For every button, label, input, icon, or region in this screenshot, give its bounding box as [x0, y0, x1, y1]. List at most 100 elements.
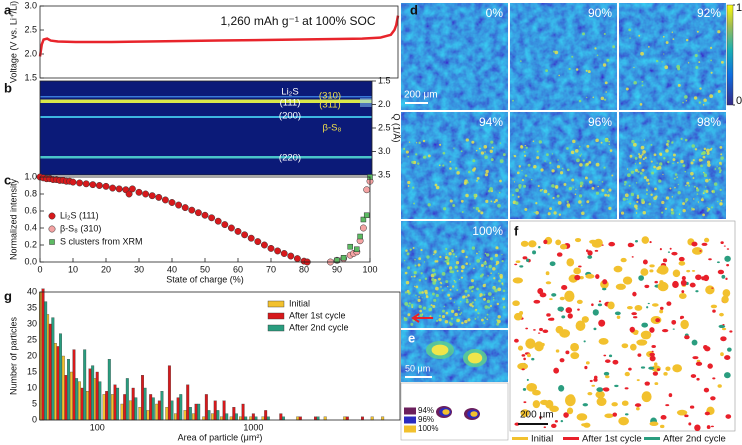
sulfur-cluster [645, 193, 648, 195]
particle [561, 315, 566, 319]
sulfur-cluster [417, 162, 420, 165]
sulfur-cluster [630, 192, 635, 197]
particle [559, 358, 565, 363]
sulfur-cluster [486, 313, 489, 316]
frame-label: 94% [479, 115, 503, 129]
legend-label: After 1st cycle [582, 434, 642, 445]
legend-marker [49, 239, 55, 245]
sulfur-cluster [439, 255, 442, 259]
sulfur-cluster [710, 46, 713, 49]
sulfur-cluster [709, 94, 714, 99]
data-point [201, 211, 209, 219]
particle [564, 290, 575, 302]
particle [671, 251, 678, 256]
sulfur-cluster [692, 177, 695, 180]
sulfur-cluster [403, 147, 406, 151]
sulfur-cluster [441, 271, 446, 276]
particle [615, 283, 626, 290]
data-point [148, 192, 156, 200]
particle [520, 240, 529, 247]
sulfur-cluster [442, 151, 446, 155]
bar [98, 381, 102, 421]
particle [549, 261, 556, 267]
sulfur-cluster [478, 251, 480, 253]
sulfur-cluster [417, 298, 421, 302]
particle [691, 247, 703, 255]
sulfur-cluster [430, 304, 433, 307]
cluster-outline [442, 409, 450, 415]
sulfur-cluster [403, 317, 408, 322]
sulfur-cluster [695, 65, 699, 69]
particle [532, 389, 541, 396]
particle [549, 298, 553, 301]
sulfur-cluster [473, 207, 475, 209]
y-tick-label: 1.5 [378, 75, 391, 85]
sulfur-cluster [580, 204, 583, 207]
sulfur-cluster [672, 158, 676, 162]
sulfur-cluster [408, 302, 411, 305]
sulfur-cluster [421, 313, 424, 315]
sulfur-cluster [497, 287, 502, 292]
sulfur-cluster [512, 178, 514, 180]
sulfur-cluster [418, 141, 421, 145]
particle [651, 303, 659, 307]
sulfur-cluster [682, 208, 686, 213]
y-tick-label: 30 [27, 318, 37, 328]
sulfur-cluster [717, 30, 721, 34]
sulfur-cluster [486, 299, 491, 304]
legend-swatch [644, 437, 660, 440]
particle [657, 265, 669, 275]
sulfur-cluster [707, 163, 711, 167]
colorbar-tick-label: 0 [736, 95, 742, 107]
bar [183, 410, 187, 421]
frame-label: 100% [472, 224, 503, 238]
particle [681, 275, 686, 281]
bar [211, 413, 215, 421]
particle [578, 265, 582, 268]
sulfur-cluster [449, 288, 452, 291]
data-point [221, 221, 229, 229]
legend-swatch [267, 300, 285, 308]
sulfur-cluster [441, 314, 446, 319]
sulfur-cluster [698, 158, 702, 162]
sulfur-cluster [495, 198, 498, 202]
particle [587, 255, 593, 259]
sulfur-cluster [458, 306, 460, 309]
y-tick-label: 10 [27, 382, 37, 392]
data-point [125, 190, 133, 198]
particle [584, 365, 588, 370]
legend-label: Initial [289, 298, 310, 308]
sulfur-cluster [549, 161, 552, 165]
particle [680, 315, 685, 319]
y-axis-label: Number of particles [8, 316, 18, 395]
sulfur-cluster [422, 139, 426, 143]
sulfur-cluster [408, 141, 411, 143]
sulfur-cluster [682, 164, 686, 168]
x-tick-label: 30 [134, 264, 144, 274]
particle [668, 393, 673, 398]
particle [680, 279, 687, 286]
particle [638, 275, 645, 281]
sulfur-cluster [403, 259, 406, 262]
bar [296, 416, 300, 421]
particle [597, 303, 603, 307]
sulfur-cluster [629, 37, 631, 39]
sulfur-cluster [667, 160, 670, 164]
map-stripe [40, 99, 372, 103]
sulfur-cluster [571, 178, 575, 182]
sulfur-cluster [533, 211, 536, 214]
bar [194, 403, 198, 421]
particle [576, 413, 588, 421]
micrograph [401, 221, 508, 328]
sulfur-cluster [455, 167, 458, 170]
bar [192, 413, 195, 421]
sulfur-cluster [442, 207, 447, 211]
particle [717, 384, 722, 388]
particle [680, 319, 689, 330]
bar [123, 394, 127, 421]
particle [654, 280, 658, 284]
sulfur-cluster [707, 207, 711, 211]
sulfur-cluster [676, 176, 678, 178]
bar [72, 349, 76, 421]
sulfur-cluster [702, 104, 705, 106]
